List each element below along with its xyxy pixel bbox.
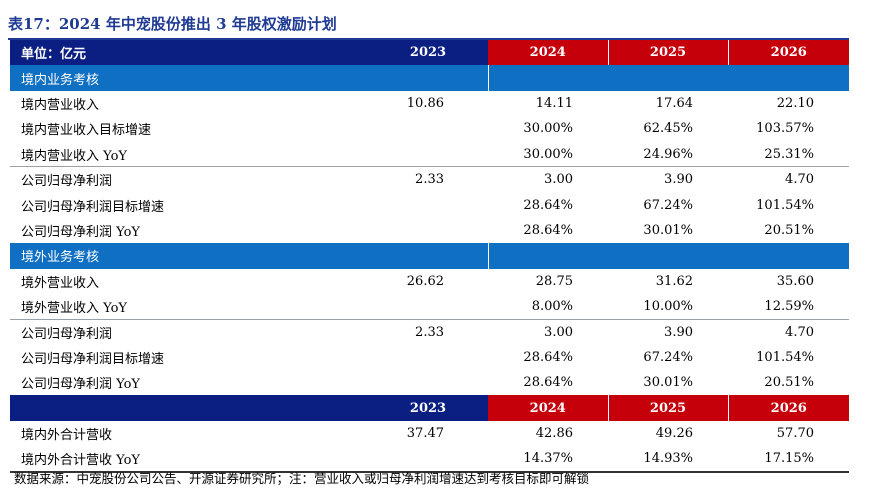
cell-2026: 12.59% bbox=[764, 298, 814, 314]
table-row: 公司归母净利润 YoY 28.64% 30.01% 20.51% bbox=[10, 218, 849, 243]
year-2023: 2023 bbox=[368, 395, 488, 421]
cell-2023 bbox=[368, 142, 488, 167]
cell-2023 bbox=[368, 446, 488, 473]
year-2026: 2026 bbox=[727, 395, 849, 421]
row-label: 公司归母净利润 YoY bbox=[21, 377, 140, 393]
cell-2023: 37.47 bbox=[406, 426, 444, 442]
row-label: 境内外合计营收 YoY bbox=[10, 446, 368, 473]
cell-2025: 67.24% bbox=[643, 197, 693, 213]
section-overseas-row: 境外业务考核 bbox=[10, 243, 849, 269]
year-2023: 2023 bbox=[368, 40, 488, 66]
cell-2026: 17.15% bbox=[728, 446, 849, 473]
table-row: 境内外合计营收 37.47 42.86 49.26 57.70 bbox=[10, 421, 849, 446]
table-row: 境内外合计营收 YoY 14.37% 14.93% 17.15% bbox=[10, 446, 849, 473]
table-row: 境内营业收入 10.86 14.11 17.64 22.10 bbox=[10, 91, 849, 116]
table-row: 公司归母净利润 YoY 28.64% 30.01% 20.51% bbox=[10, 370, 849, 395]
row-label: 境内外合计营收 bbox=[21, 428, 113, 444]
cell-2026: 4.70 bbox=[728, 318, 849, 345]
table-row: 境外营业收入 26.62 28.75 31.62 35.60 bbox=[10, 269, 849, 294]
year-2025: 2025 bbox=[607, 40, 728, 66]
cell-2026: 22.10 bbox=[776, 95, 814, 111]
cell-2026: 20.51% bbox=[764, 375, 814, 391]
row-label: 公司归母净利润目标增速 bbox=[21, 199, 165, 215]
table-row: 公司归母净利润目标增速 28.64% 67.24% 101.54% bbox=[10, 192, 849, 217]
cell-2025: 3.90 bbox=[608, 318, 728, 345]
row-label: 境内营业收入 bbox=[21, 97, 100, 113]
table-title: 表17：2024 年中宠股份推出 3 年股权激励计划 bbox=[8, 15, 337, 33]
cell-2024: 3.00 bbox=[488, 318, 608, 345]
row-label: 公司归母净利润目标增速 bbox=[21, 351, 165, 367]
cell-2026: 25.31% bbox=[764, 146, 814, 162]
cell-2026: 20.51% bbox=[764, 222, 814, 238]
cell-2025: 30.01% bbox=[643, 375, 693, 391]
cell-2026: 103.57% bbox=[756, 121, 814, 137]
title-rule bbox=[8, 38, 849, 40]
cell-2026: 35.60 bbox=[776, 273, 814, 289]
cell-2024: 28.64% bbox=[523, 197, 573, 213]
cell-2025: 67.24% bbox=[643, 349, 693, 365]
cell-2024: 14.11 bbox=[535, 95, 573, 111]
header-row-2: 2023 2024 2025 2026 bbox=[10, 395, 849, 421]
row-label: 公司归母净利润 YoY bbox=[21, 224, 140, 240]
cell-2023 bbox=[368, 192, 488, 217]
cell-2023 bbox=[368, 116, 488, 141]
cell-2023: 10.86 bbox=[406, 95, 444, 111]
table-row: 公司归母净利润 2.33 3.00 3.90 4.70 bbox=[10, 166, 849, 193]
cell-2025: 17.64 bbox=[655, 95, 693, 111]
cell-2026: 101.54% bbox=[756, 197, 814, 213]
cell-2023: 2.33 bbox=[368, 318, 488, 345]
cell-2023 bbox=[368, 345, 488, 370]
table-row: 境内营业收入 YoY 30.00% 24.96% 25.31% bbox=[10, 142, 849, 167]
incentive-table: 单位：亿元 2023 2024 2025 2026 境内业务考核 境内营业收入 … bbox=[10, 40, 849, 473]
cell-2023: 2.33 bbox=[368, 166, 488, 193]
cell-2026: 4.70 bbox=[728, 166, 849, 193]
cell-2024: 28.64% bbox=[523, 349, 573, 365]
cell-2024: 8.00% bbox=[531, 298, 573, 314]
row-label: 境外营业收入 bbox=[21, 275, 100, 291]
year-2024: 2024 bbox=[488, 40, 608, 66]
cell-2024: 30.00% bbox=[523, 146, 573, 162]
source-note: 数据来源：中宠股份公司公告、开源证券研究所；注：营业收入或归母净利润增速达到考核… bbox=[14, 471, 590, 486]
cell-2025: 10.00% bbox=[643, 298, 693, 314]
row-label: 境外营业收入 YoY bbox=[21, 300, 127, 316]
cell-2025: 30.01% bbox=[643, 222, 693, 238]
cell-2023 bbox=[368, 370, 488, 395]
cell-2025: 62.45% bbox=[643, 121, 693, 137]
cell-2024: 28.75 bbox=[535, 273, 573, 289]
cell-2024: 30.00% bbox=[523, 121, 573, 137]
table-row: 公司归母净利润目标增速 28.64% 67.24% 101.54% bbox=[10, 345, 849, 370]
cell-2024: 28.64% bbox=[523, 222, 573, 238]
table-row: 公司归母净利润 2.33 3.00 3.90 4.70 bbox=[10, 318, 849, 345]
table-row: 境内营业收入目标增速 30.00% 62.45% 103.57% bbox=[10, 116, 849, 141]
cell-2025: 49.26 bbox=[655, 426, 693, 442]
row-label: 境内营业收入目标增速 bbox=[21, 123, 152, 139]
section-overseas: 境外业务考核 bbox=[10, 243, 368, 269]
cell-2023 bbox=[368, 294, 488, 319]
cell-2023: 26.62 bbox=[406, 273, 444, 289]
unit-label: 单位：亿元 bbox=[10, 40, 368, 66]
section-domestic: 境内业务考核 bbox=[10, 65, 368, 91]
cell-2026: 57.70 bbox=[776, 426, 814, 442]
cell-2024: 14.37% bbox=[488, 446, 608, 473]
header-row: 单位：亿元 2023 2024 2025 2026 bbox=[10, 40, 849, 66]
table-row: 境外营业收入 YoY 8.00% 10.00% 12.59% bbox=[10, 294, 849, 319]
year-2026: 2026 bbox=[727, 40, 849, 66]
cell-2024: 42.86 bbox=[535, 426, 573, 442]
cell-2026: 101.54% bbox=[756, 349, 814, 365]
cell-2025: 31.62 bbox=[655, 273, 693, 289]
year-2025: 2025 bbox=[607, 395, 728, 421]
cell-2023 bbox=[368, 218, 488, 243]
year-2024: 2024 bbox=[488, 395, 608, 421]
cell-2024: 3.00 bbox=[488, 166, 608, 193]
row-label: 境内营业收入 YoY bbox=[21, 148, 127, 164]
cell-2025: 3.90 bbox=[608, 166, 728, 193]
row-label: 公司归母净利润 bbox=[10, 166, 368, 193]
cell-2025: 24.96% bbox=[643, 146, 693, 162]
row-label: 公司归母净利润 bbox=[10, 318, 368, 345]
cell-2025: 14.93% bbox=[608, 446, 728, 473]
cell-2024: 28.64% bbox=[523, 375, 573, 391]
section-domestic-row: 境内业务考核 bbox=[10, 65, 849, 91]
